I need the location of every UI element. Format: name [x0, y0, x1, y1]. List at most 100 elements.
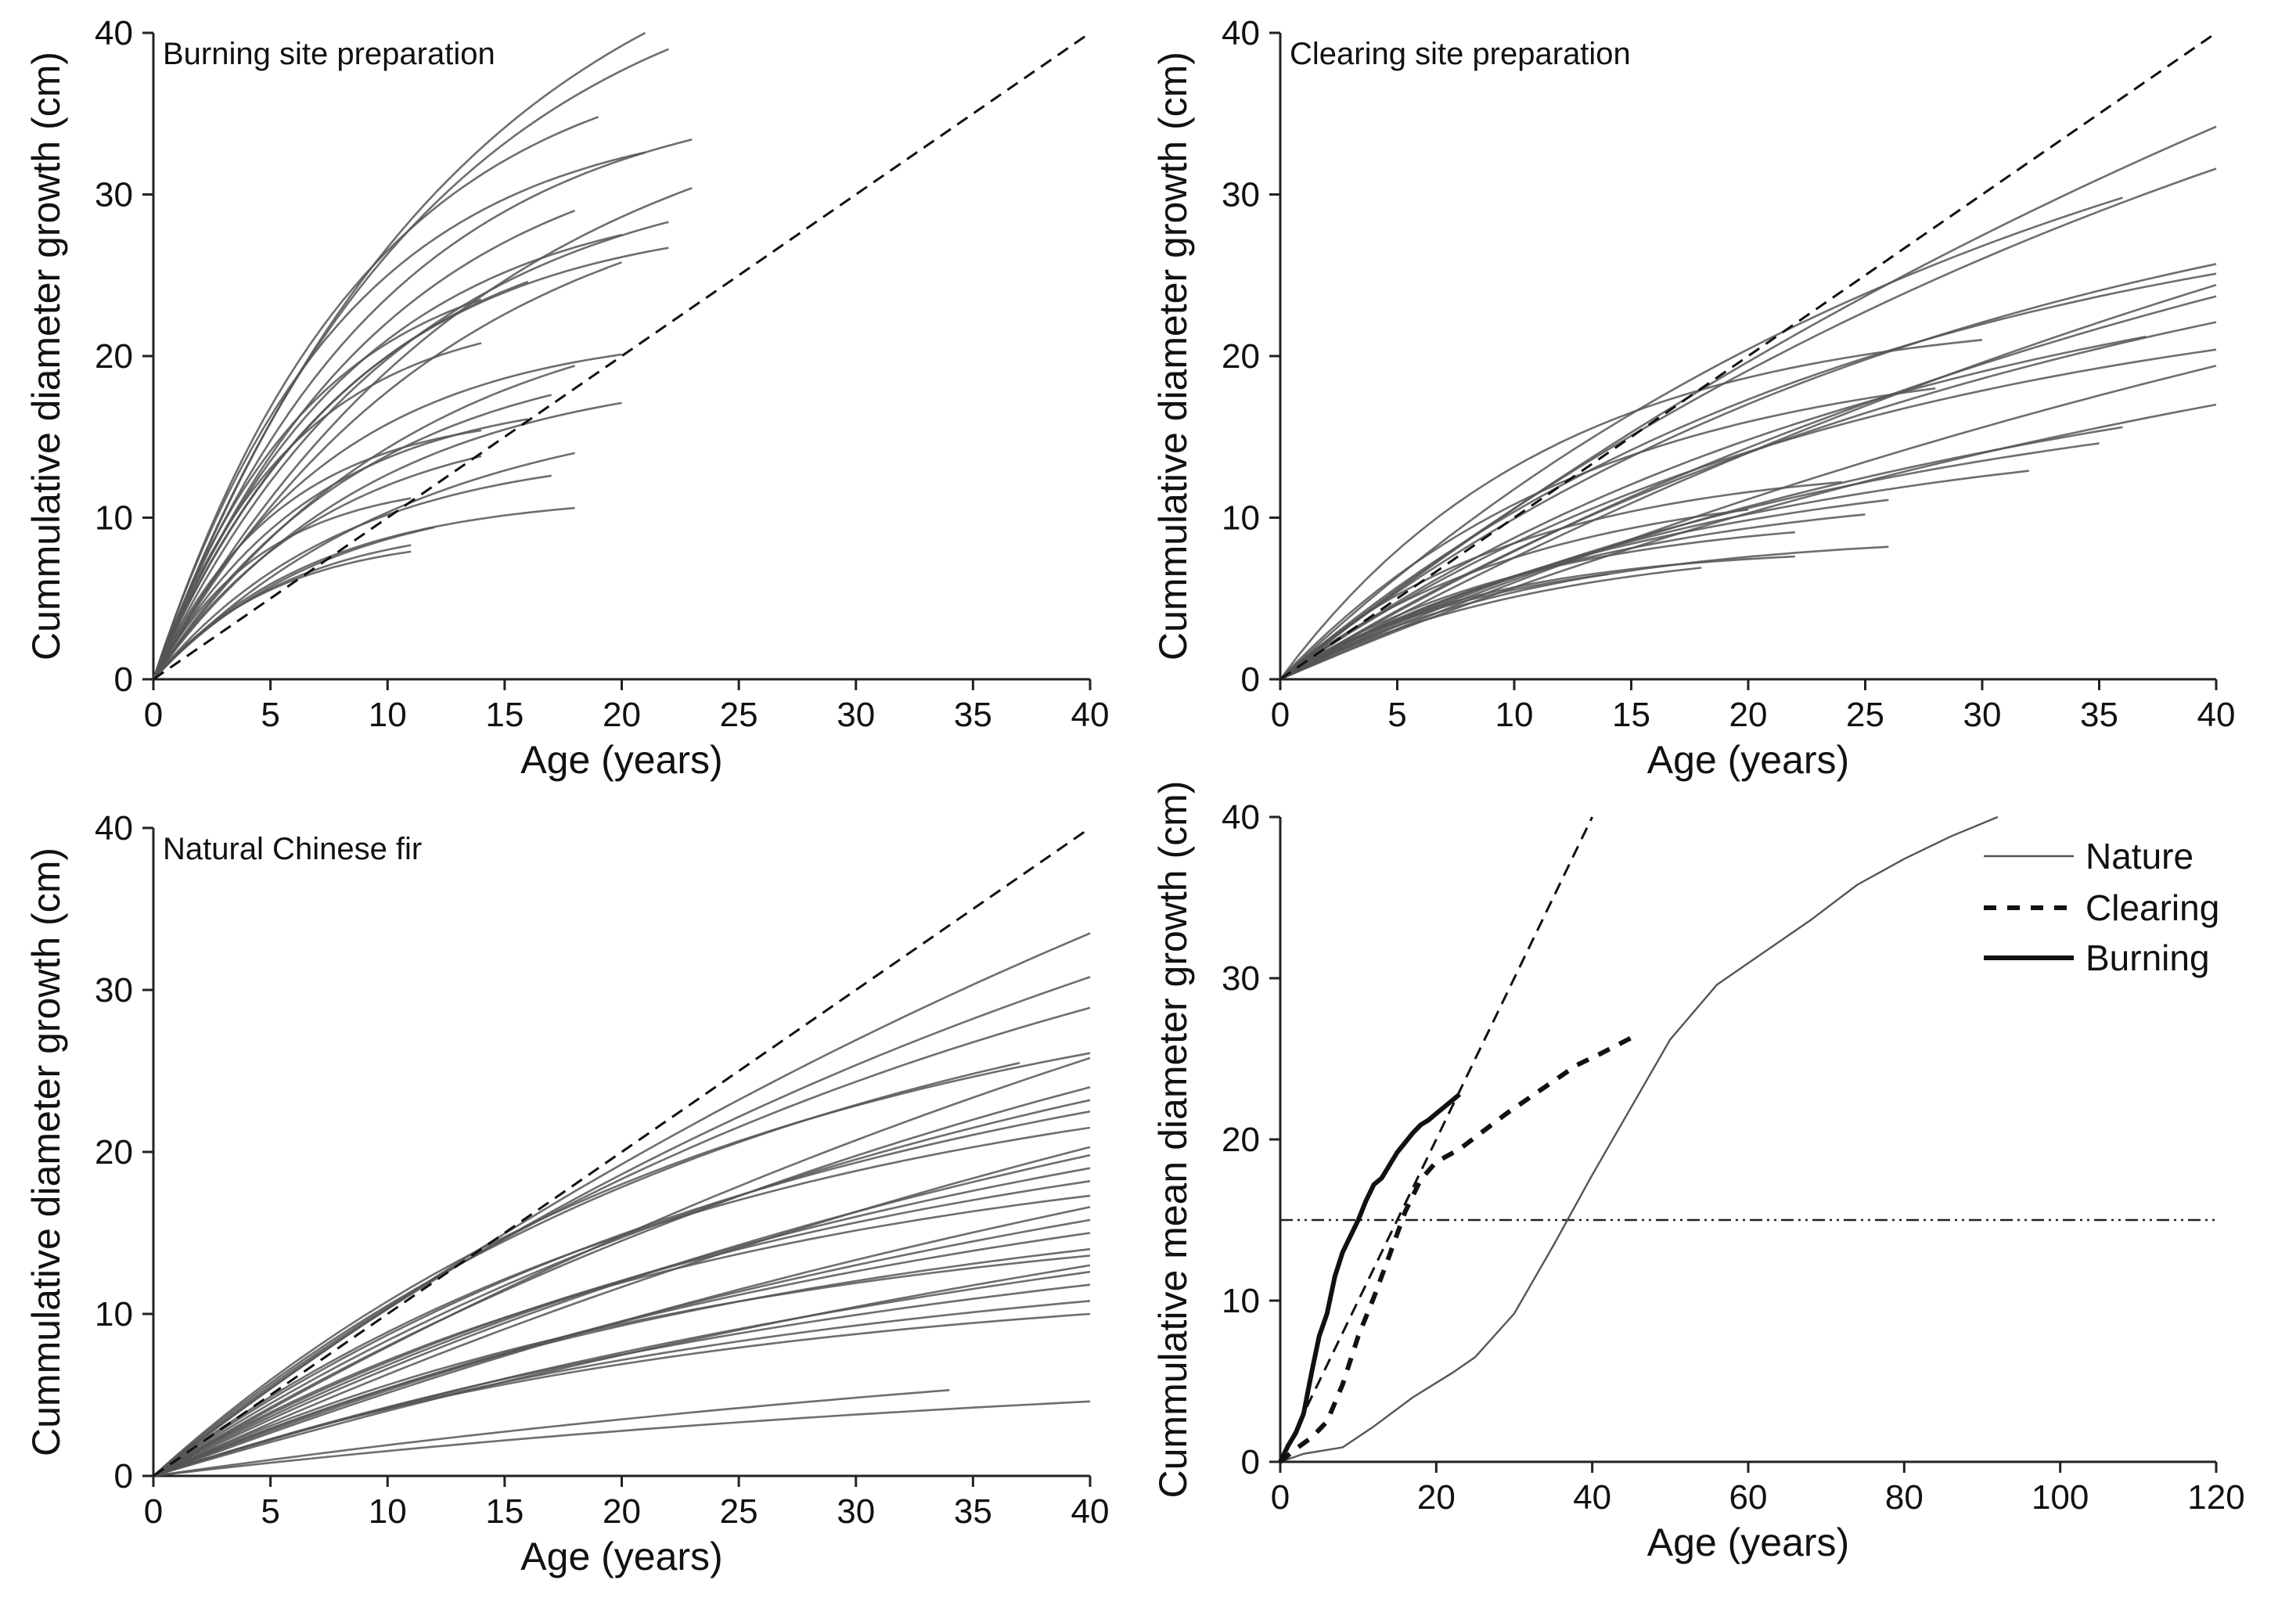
y-tick-label: 40: [1222, 798, 1260, 837]
x-tick-label: 20: [603, 696, 641, 734]
x-tick-label: 0: [144, 696, 163, 734]
y-tick-label: 40: [95, 809, 133, 848]
legend-label-burning: Burning: [2085, 938, 2210, 978]
reference-line: [153, 31, 1091, 681]
y-tick-label: 0: [114, 1457, 133, 1495]
x-tick-label: 30: [837, 696, 875, 734]
reference-line: [1279, 816, 1594, 1463]
panel-burning: 0 5 10 15 20 25 30 35 40 0 10 20 30 40 Age (years) Cumm…: [24, 14, 1109, 782]
x-tick-label: 5: [1387, 696, 1406, 734]
x-tick-label: 80: [1885, 1478, 1924, 1517]
tree-series-line: [1279, 321, 2217, 681]
tree-series-line: [153, 506, 575, 680]
tree-series-line: [153, 550, 412, 680]
tree-series-line: [1279, 348, 2217, 681]
tree-series-line: [153, 1180, 1091, 1477]
tree-series-line: [153, 1312, 1091, 1477]
x-tick-label: 15: [1612, 696, 1650, 734]
tree-series-line: [1279, 442, 2100, 681]
x-tick-label: 60: [1729, 1478, 1768, 1517]
x-tick-label: 20: [1729, 696, 1768, 734]
y-tick-label: 30: [95, 971, 133, 1010]
x-axis-label: Age (years): [520, 738, 722, 782]
y-tick-label: 20: [95, 337, 133, 376]
x-tick-label: 35: [954, 696, 992, 734]
tree-series-line: [1279, 545, 1889, 681]
tree-series-line: [1279, 272, 2217, 680]
legend-label-nature: Nature: [2085, 836, 2193, 876]
x-tick-label: 35: [954, 1492, 992, 1531]
tree-series-line: [1279, 295, 2217, 681]
x-tick-label: 25: [720, 1492, 758, 1531]
tree-series-line: [1279, 426, 2123, 681]
x-tick-label: 30: [837, 1492, 875, 1531]
panel-title: Burning site preparation: [163, 37, 495, 71]
tree-series-line: [153, 1218, 1091, 1477]
y-tick-label: 20: [1222, 1121, 1260, 1159]
x-tick-label: 0: [144, 1492, 163, 1531]
tree-series-line: [1279, 339, 1983, 680]
x-axis-label: Age (years): [1647, 1521, 1849, 1564]
y-tick-label: 0: [1241, 1443, 1260, 1481]
y-tick-label: 0: [1241, 660, 1260, 699]
x-tick-label: 20: [603, 1492, 641, 1531]
x-tick-label: 100: [2031, 1478, 2089, 1517]
y-tick-label: 20: [95, 1133, 133, 1172]
tree-series-line: [1279, 531, 1795, 681]
y-tick-label: 10: [1222, 499, 1260, 538]
tree-series-line: [152, 139, 693, 680]
y-axis-label: Cummulative diameter growth (cm): [1151, 52, 1195, 660]
tree-series-line: [153, 1085, 1091, 1477]
y-tick-label: 30: [1222, 959, 1260, 998]
tree-series-line: [152, 365, 575, 680]
tree-series-line: [153, 1254, 1091, 1477]
tree-series-line: [152, 429, 482, 680]
tree-series-line: [152, 280, 529, 680]
y-axis-label: Cummulative diameter growth (cm): [24, 52, 68, 660]
x-tick-label: 25: [720, 696, 758, 734]
tree-series-line: [152, 116, 599, 680]
series-line-burning: [1278, 1092, 1462, 1463]
tree-series-line: [152, 342, 482, 680]
x-axis-label: Age (years): [520, 1535, 722, 1578]
y-tick-label: 40: [1222, 14, 1260, 52]
y-tick-label: 10: [95, 1295, 133, 1333]
tree-series-line: [153, 474, 552, 680]
tree-series-line: [153, 1400, 1091, 1477]
tree-series-line: [1279, 387, 1936, 680]
y-tick-label: 10: [95, 499, 133, 538]
panel-title: Clearing site preparation: [1290, 37, 1631, 71]
tree-series-line: [153, 1061, 1020, 1477]
tree-series-line: [1279, 573, 1608, 681]
tree-series-line: [153, 1247, 1091, 1477]
tree-series-line: [1279, 335, 2147, 681]
x-tick-label: 25: [1846, 696, 1884, 734]
panel-mean: 0 20 40 60 80 100 120 0 10 20 30 40 Age (years) Cummu…: [1151, 781, 2245, 1564]
reference-line: [1279, 31, 2217, 681]
panel-clearing: 0 5 10 15 20 25 30 35 40 0 10 20 30 40 Age (years) Cumm…: [1151, 14, 2235, 782]
tree-series-line: [152, 497, 412, 680]
tree-series-line: [1279, 555, 1795, 681]
tree-series-line: [153, 1283, 1091, 1477]
tree-series-line: [152, 298, 482, 680]
x-axis-label: Age (years): [1647, 738, 1849, 782]
x-tick-label: 40: [1573, 1478, 1611, 1517]
y-axis-label: Cummulative mean diameter growth (cm): [1151, 781, 1195, 1499]
x-tick-label: 10: [369, 696, 407, 734]
legend: Nature Clearing Burning: [1984, 836, 2219, 978]
legend-label-clearing: Clearing: [2085, 887, 2219, 928]
x-tick-label: 30: [1963, 696, 2002, 734]
x-tick-label: 40: [1071, 1492, 1110, 1531]
x-tick-label: 10: [1495, 696, 1534, 734]
x-tick-label: 10: [369, 1492, 407, 1531]
y-tick-label: 20: [1222, 337, 1260, 376]
tree-series-line: [1279, 567, 1702, 681]
x-tick-label: 40: [2197, 696, 2236, 734]
x-tick-label: 20: [1417, 1478, 1456, 1517]
tree-series-line: [1279, 167, 2217, 681]
tree-series-line: [153, 1126, 1091, 1477]
x-tick-label: 40: [1071, 696, 1110, 734]
y-tick-label: 0: [114, 660, 133, 699]
tree-series-line: [153, 1389, 950, 1477]
tree-series-line: [152, 455, 482, 680]
